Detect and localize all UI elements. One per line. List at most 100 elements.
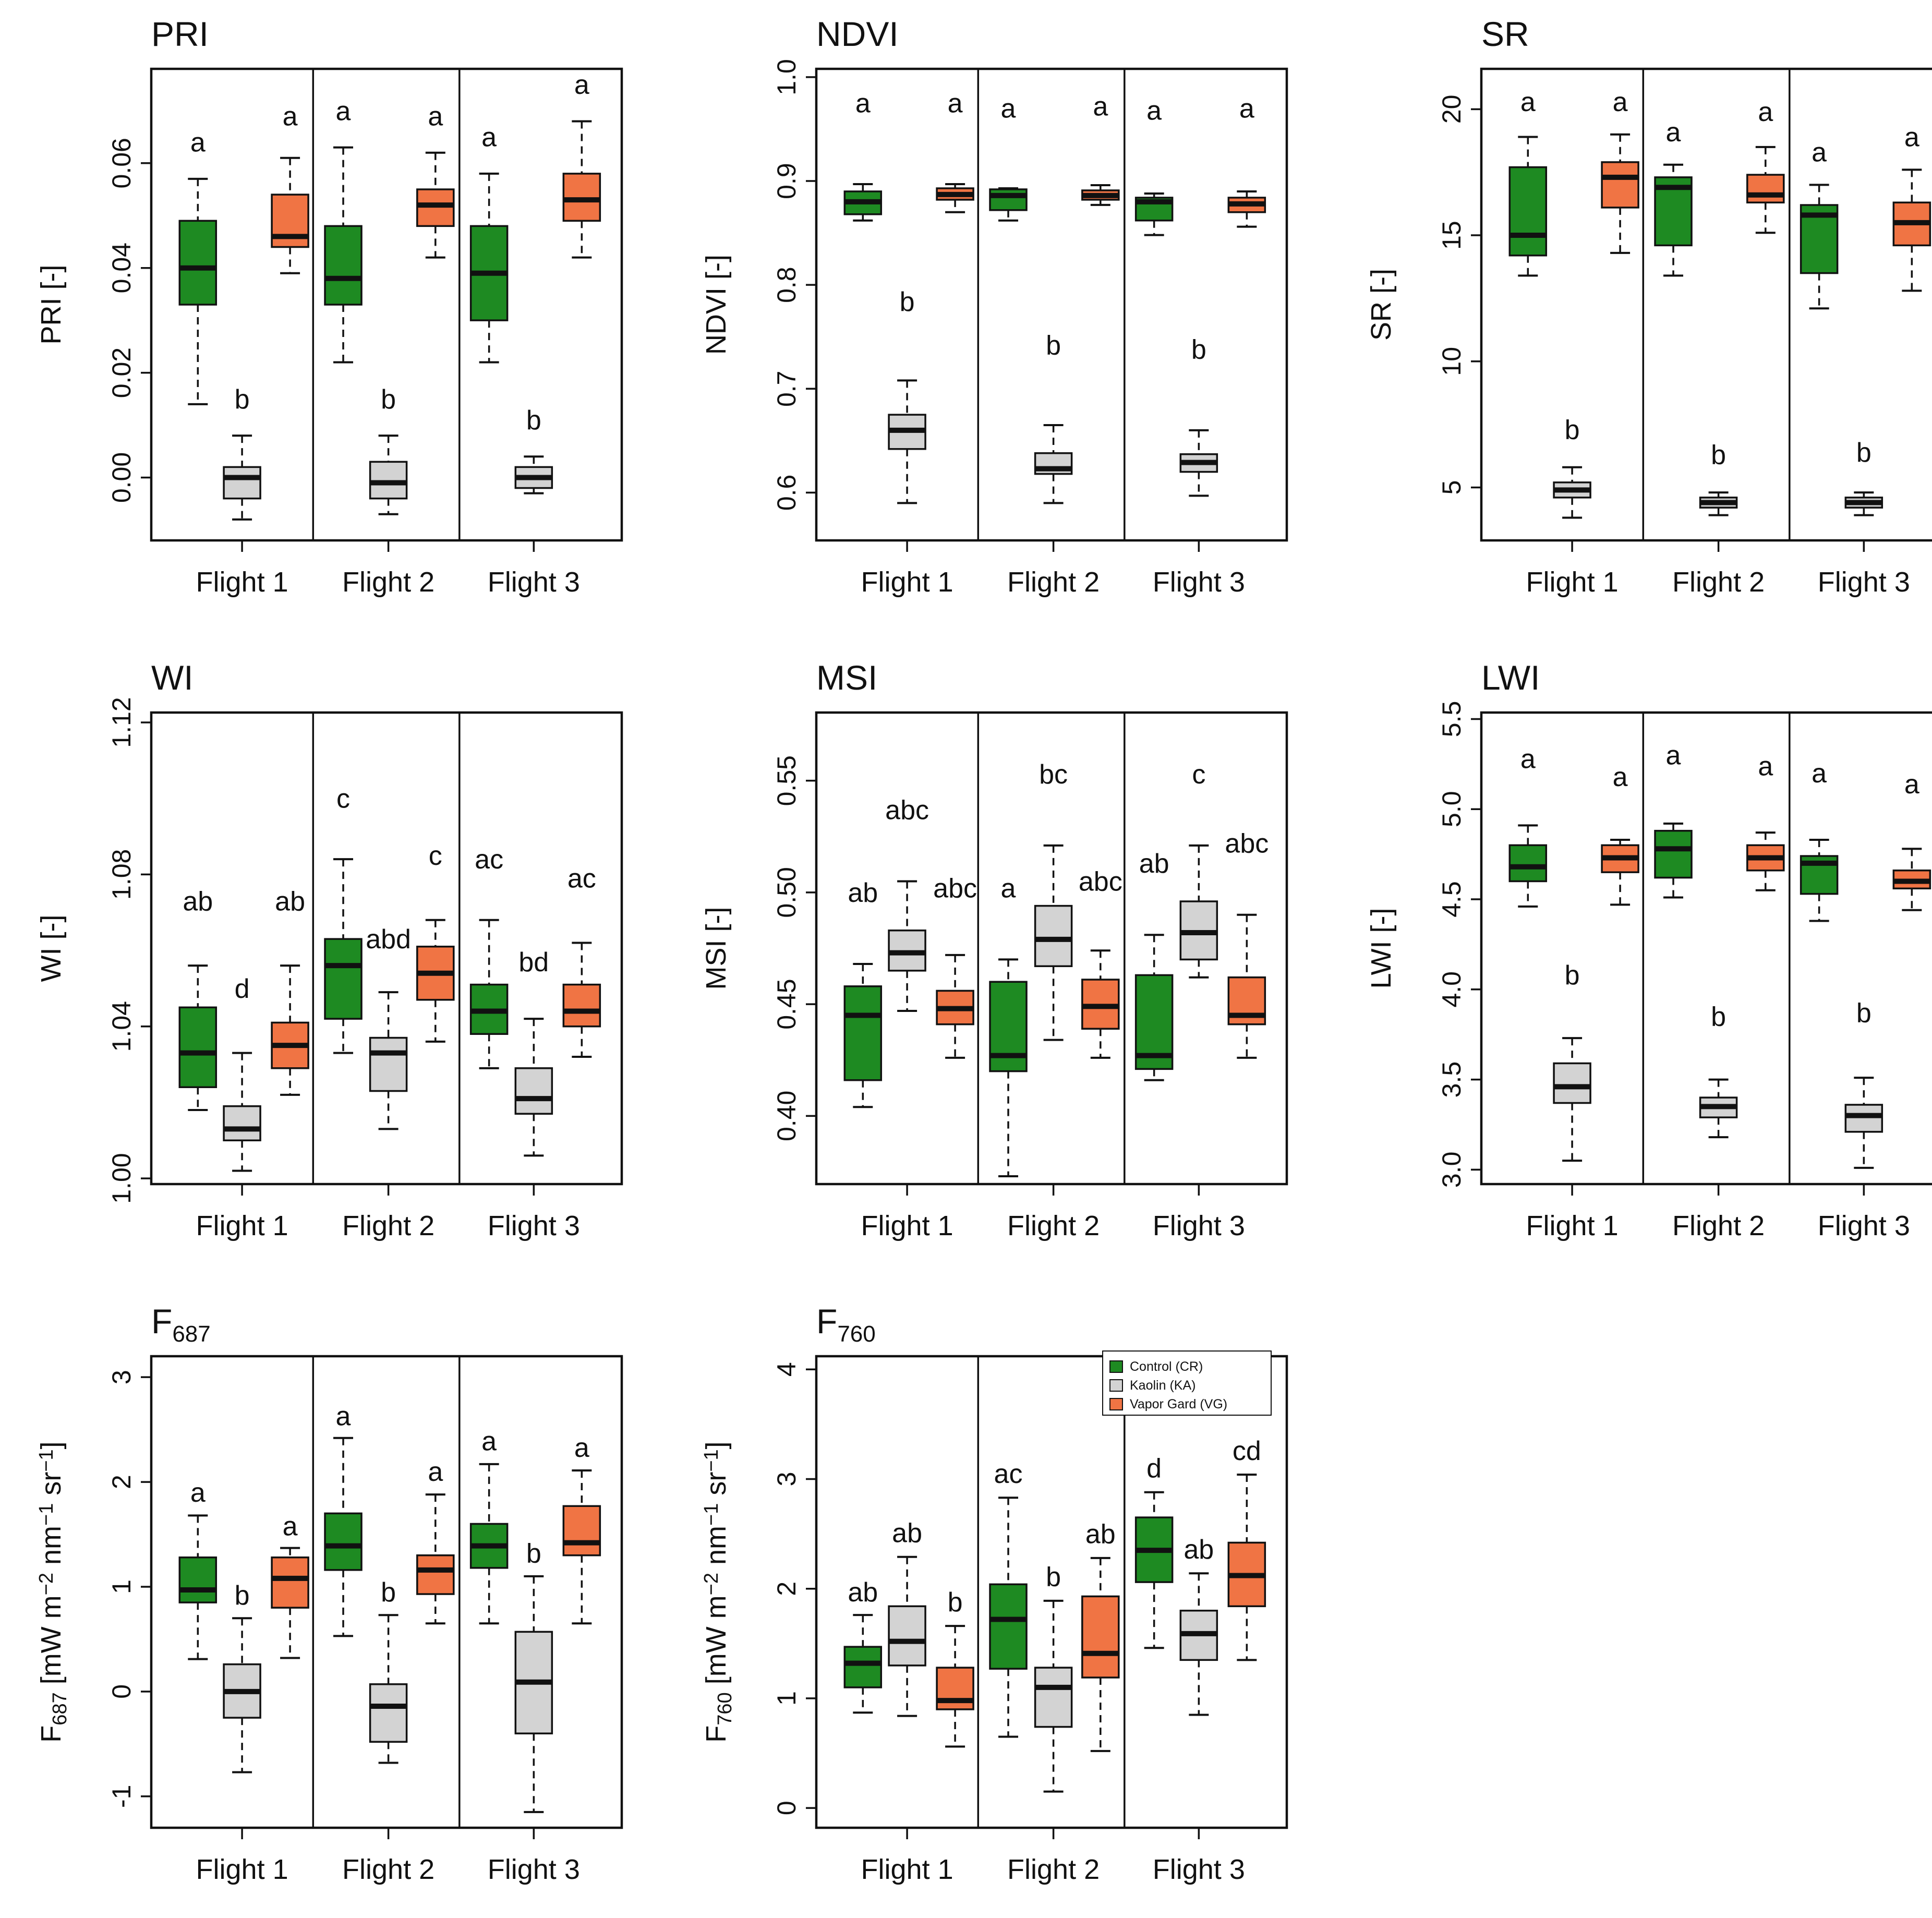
significance-label: a [855,89,871,119]
iqr-box [324,225,363,306]
significance-label: a [1001,94,1016,124]
panel-f687: F687 -1 0 1 2 3 F687 [mW m−2 nm−1 sr−1] a b a a b a a… [35,1302,623,1885]
y-tick-label: 0.50 [772,867,801,918]
x-tick-label: Flight 1 [861,1210,953,1241]
significance-label: a [948,89,963,119]
box-control-flight-2: a [1654,117,1693,277]
significance-label: abc [1079,866,1122,897]
iqr-box [1508,166,1548,257]
iqr-box [1746,174,1785,203]
significance-label: b [381,384,396,415]
plot-frame [150,67,623,542]
significance-label: b [1046,331,1061,361]
box-vaporgard-flight-3: a [1892,123,1931,292]
box-control-flight-2: ac [989,1459,1028,1738]
y-tick-label: 3.5 [1437,1061,1466,1098]
significance-label: b [1711,1002,1726,1032]
iqr-box [223,466,261,500]
panel-title-subscript: 760 [837,1321,875,1347]
box-vaporgard-flight-2: c [416,841,455,1043]
y-tick-label: 0.7 [772,371,801,407]
box-vaporgard-flight-1: b [936,1587,974,1748]
panel-title: F687 [151,1302,211,1347]
box-kaolin-flight-3: b [514,1539,553,1813]
significance-label: a [1093,92,1108,122]
significance-label: a [428,1457,443,1487]
significance-label: bc [1039,759,1068,790]
box-control-flight-3: ac [469,845,509,1069]
box-control-flight-1: a [843,89,883,222]
y-tick-label: 0 [107,1684,136,1699]
iqr-box [223,1105,261,1141]
y-axis-label: MSI [-] [701,907,732,990]
legend-box [1102,1350,1272,1416]
box-control-flight-3: a [469,1427,509,1625]
box-kaolin-flight-2: abd [366,924,411,1130]
y-tick-label: 5.5 [1437,701,1466,738]
iqr-box [514,1067,553,1115]
box-kaolin-flight-2: b [1034,331,1073,504]
box-control-flight-3: d [1134,1453,1174,1649]
significance-label: c [336,784,350,814]
significance-label: b [235,1581,250,1611]
significance-label: a [1520,744,1536,774]
y-tick-label: 1.00 [107,1153,136,1203]
x-tick-label: Flight 3 [1818,566,1910,598]
panel-sr: SR 5 10 15 20 SR [-] a b a a b a a b a Flight 1 Flight 2… [1366,15,1932,598]
x-tick-label: Flight 1 [861,566,953,598]
box-vaporgard-flight-2: a [416,1457,455,1625]
y-tick-label: 4.0 [1437,971,1466,1008]
box-vaporgard-flight-3: cd [1227,1436,1266,1661]
y-tick-label: 1 [107,1579,136,1594]
y-tick-label: 0.06 [107,138,136,188]
iqr-box [1844,1104,1883,1133]
y-axis-label: F760 [mW m−2 nm−1 sr−1] [701,1441,736,1742]
significance-label: ab [1139,849,1169,879]
box-control-flight-3: a [1800,758,1839,922]
x-tick-label: Flight 3 [1153,1210,1245,1241]
x-tick-label: Flight 2 [342,1854,434,1885]
box-kaolin-flight-1: b [888,287,926,504]
iqr-box [1553,1062,1591,1104]
significance-label: c [429,841,442,871]
box-kaolin-flight-1: d [223,974,261,1172]
box-kaolin-flight-3: bd [514,947,553,1157]
panel-title: LWI [1481,658,1540,697]
significance-label: a [336,96,351,126]
box-vaporgard-flight-3: a [1892,769,1931,911]
significance-label: b [235,384,250,415]
significance-label: ab [183,886,213,916]
y-tick-label: 0.40 [772,1091,801,1141]
box-control-flight-3: a [1134,96,1174,236]
iqr-box [1654,829,1693,879]
y-tick-label: 0.6 [772,475,801,511]
box-vaporgard-flight-1: a [1601,87,1639,254]
plot-frame [150,711,623,1186]
panel-title: MSI [816,658,877,697]
box-kaolin-flight-1: ab [888,1518,926,1717]
significance-label: a [574,1433,589,1463]
y-axis-label: LWI [-] [1366,908,1397,989]
significance-label: a [1520,87,1536,117]
y-tick-label: 2 [107,1475,136,1489]
box-control-flight-1: ab [843,1577,883,1714]
x-tick-label: Flight 1 [196,566,288,598]
significance-label: b [1191,335,1206,365]
panel-title: NDVI [816,15,899,53]
box-control-flight-1: ab [843,878,883,1108]
panel-title: WI [151,658,194,697]
box-kaolin-flight-3: c [1179,759,1218,979]
significance-label: a [1666,741,1681,771]
box-vaporgard-flight-2: abc [1079,866,1122,1059]
significance-label: b [1565,415,1580,445]
box-kaolin-flight-1: b [1553,415,1591,519]
significance-label: a [1904,123,1919,153]
box-kaolin-flight-2: b [369,1577,408,1764]
y-tick-label: 0.9 [772,163,801,199]
box-vaporgard-flight-2: a [416,101,455,259]
significance-label: a [1812,138,1827,168]
x-tick-label: Flight 2 [342,1210,434,1241]
significance-label: a [190,1478,206,1508]
legend: Control (CR) Kaolin (KA) Vapor Gard (VG) [1102,1350,1272,1416]
box-vaporgard-flight-1: a [936,89,974,213]
